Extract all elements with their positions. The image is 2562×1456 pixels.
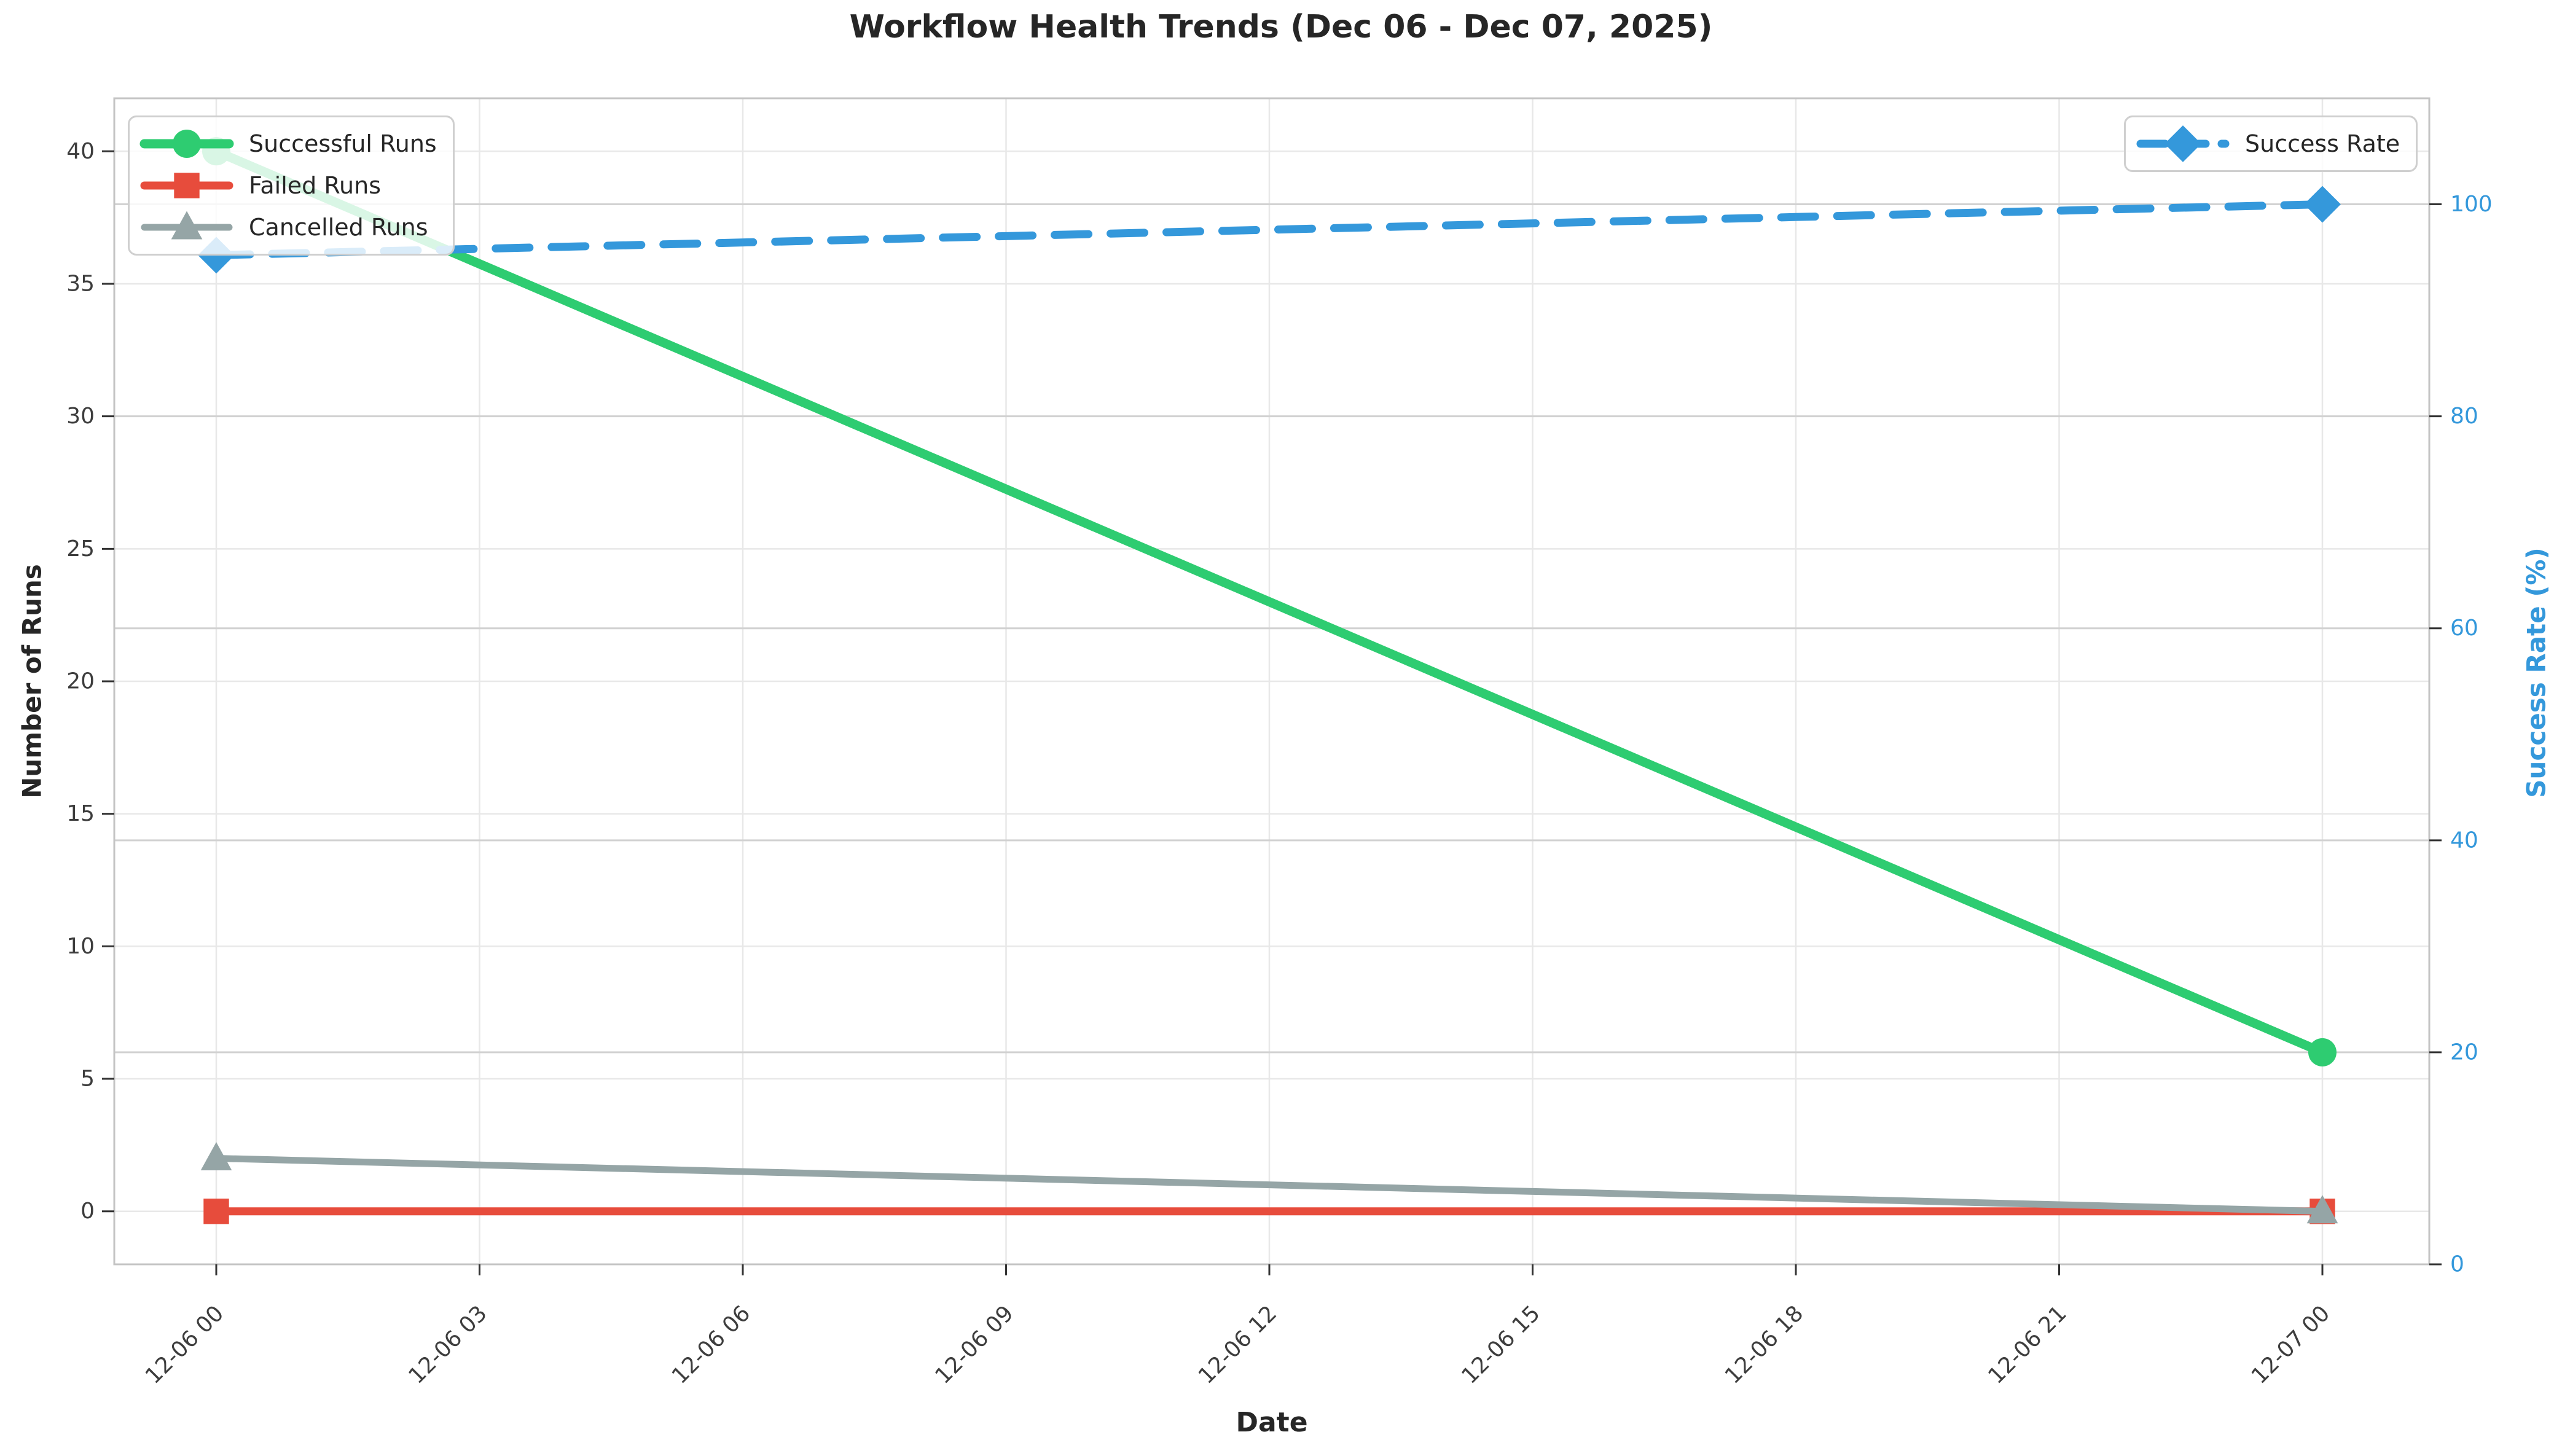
cancelled-runs-line	[213, 1154, 2326, 1215]
chart-title: Workflow Health Trends (Dec 06 - Dec 07,…	[849, 9, 1713, 45]
x-tick-label: 12-06 03	[404, 1301, 492, 1388]
diamond-swatch-icon	[2136, 125, 2230, 162]
legend-label: Cancelled Runs	[249, 214, 428, 241]
left-tick-label: 0	[80, 1199, 95, 1224]
legend-triangle-marker	[171, 211, 203, 240]
legend-item-failed-runs: Failed Runs	[140, 165, 437, 206]
right-tick-label: 80	[2450, 404, 2478, 429]
legend-item-success-rate: Success Rate	[2136, 123, 2400, 164]
success-rate-marker	[2304, 186, 2341, 223]
left-tick-label: 10	[66, 934, 95, 959]
cancelled-runs-marker	[2306, 1195, 2338, 1224]
legend-item-cancelled-runs: Cancelled Runs	[141, 207, 437, 248]
right-tick-label: 100	[2450, 192, 2493, 217]
left-tick-label: 25	[66, 536, 95, 562]
x-tick-label: 12-07 00	[2247, 1301, 2335, 1388]
left-tick-label: 40	[66, 139, 95, 164]
successful-runs-line	[211, 146, 2327, 1057]
x-tick-label: 12-06 18	[1720, 1301, 1808, 1388]
right-axis-label: Success Rate (%)	[2521, 547, 2552, 798]
left-tick-label: 5	[80, 1067, 95, 1092]
x-tick-label: 12-06 09	[930, 1301, 1018, 1388]
right-tick-label: 60	[2450, 616, 2478, 641]
gridlines	[114, 98, 2429, 1266]
square-swatch-icon	[140, 173, 233, 198]
x-tick-label: 12-06 12	[1194, 1301, 1282, 1388]
legend-label: Failed Runs	[249, 172, 382, 199]
right-tick-label: 20	[2450, 1039, 2478, 1065]
left-tick-label: 30	[66, 404, 95, 429]
left-tick-label: 20	[66, 669, 95, 694]
x-axis-label: Date	[1236, 1407, 1308, 1438]
success-rate-line	[212, 200, 2327, 259]
axis-ticks: 0 5 10 15 20 25 30 35 40 0 20 40 60 80 100 12-06 00 12-0…	[66, 139, 2493, 1389]
legend-label: Success Rate	[2245, 130, 2400, 157]
legend-runs: Successful Runs Failed Runs Cancelled Runs	[128, 115, 455, 256]
legend-success-rate: Success Rate	[2124, 115, 2418, 172]
failed-runs-marker	[203, 1199, 229, 1224]
legend-label: Successful Runs	[249, 130, 437, 157]
legend-circle-marker	[173, 130, 201, 158]
series-cancelled-runs	[200, 1142, 2338, 1224]
x-tick-label: 12-06 00	[141, 1301, 229, 1388]
right-tick-label: 0	[2450, 1252, 2464, 1277]
cancelled-runs-marker	[200, 1142, 232, 1171]
left-tick-label: 35	[66, 271, 95, 296]
legend-item-successful-runs: Successful Runs	[139, 123, 437, 164]
circle-swatch-icon	[139, 130, 234, 158]
triangle-swatch-icon	[141, 211, 233, 240]
left-tick-label: 15	[66, 801, 95, 826]
right-tick-label: 40	[2450, 828, 2478, 853]
legend-diamond-marker	[2164, 125, 2201, 162]
successful-runs-marker	[2308, 1038, 2337, 1067]
x-tick-label: 12-06 21	[1983, 1301, 2071, 1388]
left-axis-label: Number of Runs	[17, 564, 47, 799]
x-tick-label: 12-06 15	[1457, 1301, 1545, 1388]
x-tick-label: 12-06 06	[667, 1301, 755, 1388]
legend-square-marker	[174, 173, 200, 198]
